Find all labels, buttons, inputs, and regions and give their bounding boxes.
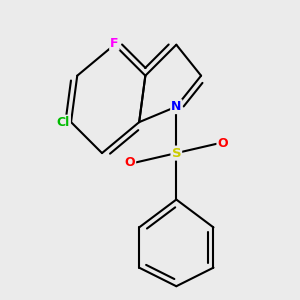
Text: N: N: [171, 100, 181, 113]
Text: S: S: [172, 147, 181, 160]
Text: O: O: [218, 137, 228, 150]
Text: Cl: Cl: [57, 116, 70, 129]
Text: O: O: [124, 156, 135, 169]
Text: F: F: [110, 37, 118, 50]
